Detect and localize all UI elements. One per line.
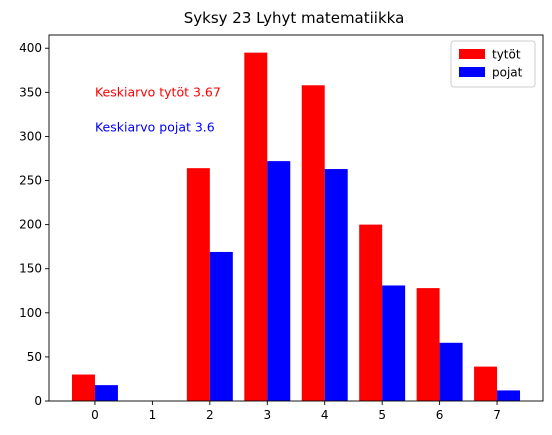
plot-area: 0 1 2 3 4 5 6 7 0 50 100 150 200 250 300 350 400 Keskiarv… (19, 34, 544, 422)
x-tick-label: 0 (91, 408, 99, 422)
bar-series1-5 (359, 224, 383, 401)
annotation-mean-girls: Keskiarvo tytöt 3.67 (95, 84, 221, 99)
x-tick-label: 7 (493, 408, 501, 422)
bar-series2-2 (209, 251, 233, 401)
y-tick-label: 50 (27, 350, 42, 364)
legend-swatch-series1 (459, 49, 485, 59)
bar-series2-7 (497, 390, 521, 401)
bar-series2-0 (94, 385, 118, 401)
x-tick-label: 2 (206, 408, 214, 422)
y-tick-label: 150 (19, 262, 42, 276)
x-tick-label: 5 (378, 408, 386, 422)
y-tick-label: 400 (19, 41, 42, 55)
bar-series2-3 (267, 161, 291, 401)
chart-title: Syksy 23 Lyhyt matematiikka (184, 9, 405, 27)
x-tick-label: 4 (321, 408, 329, 422)
y-tick-label: 0 (34, 394, 42, 408)
y-tick-label: 100 (19, 306, 42, 320)
x-tick-label: 3 (263, 408, 271, 422)
legend-swatch-series2 (459, 67, 485, 77)
annotation-mean-boys: Keskiarvo pojat 3.6 (95, 120, 215, 135)
y-tick-label: 300 (19, 129, 42, 143)
bar-series2-6 (439, 342, 463, 401)
bar-series2-5 (382, 285, 406, 401)
y-tick-label: 250 (19, 174, 42, 188)
bar-series1-6 (416, 288, 440, 401)
y-tick-label: 350 (19, 85, 42, 99)
legend-label-series1: tytöt (492, 48, 521, 62)
legend: tytöt pojat (450, 40, 536, 88)
bar-series1-3 (244, 52, 268, 401)
bar-series1-7 (474, 366, 498, 401)
legend-label-series2: pojat (492, 66, 523, 80)
x-tick-label: 6 (436, 408, 444, 422)
bar-series2-4 (324, 169, 348, 401)
x-tick-label: 1 (149, 408, 157, 422)
y-tick-label: 200 (19, 218, 42, 232)
bar-series1-4 (301, 85, 325, 402)
bar-series1-0 (71, 374, 95, 401)
bar-series1-2 (186, 168, 210, 401)
plot-frame (48, 34, 544, 402)
